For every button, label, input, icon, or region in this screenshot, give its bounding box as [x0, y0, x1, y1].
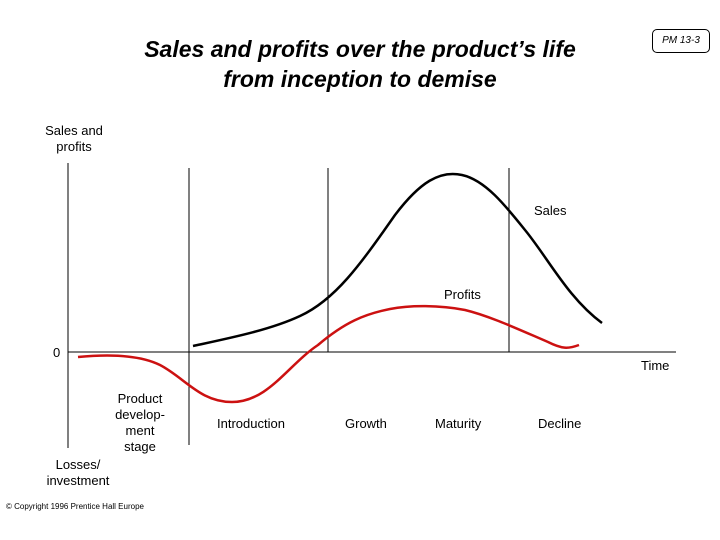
title-line-1: Sales and profits over the product’s lif…	[144, 36, 576, 62]
stage-pd-line3: ment	[125, 423, 155, 438]
y-axis-label-top: Sales and profits	[34, 123, 114, 155]
stage-pd-line1: Product	[117, 391, 163, 406]
y-axis-label-bottom-line1: Losses/	[55, 457, 101, 472]
zero-label: 0	[53, 345, 61, 360]
stage-label-growth: Growth	[345, 416, 387, 431]
stage-label-maturity: Maturity	[435, 416, 482, 431]
y-axis-label-bottom-line2: investment	[46, 473, 110, 488]
stage-label-product-development: Product develop- ment stage	[100, 391, 180, 455]
sales-curve	[192, 172, 603, 348]
stage-pd-line4: stage	[124, 439, 156, 454]
copyright-notice: © Copyright 1996 Prentice Hall Europe	[6, 502, 144, 511]
stage-pd-line2: develop-	[115, 407, 165, 422]
y-axis-label-top-line1: Sales and	[45, 123, 103, 138]
sales-curve-label: Sales	[534, 203, 567, 218]
profits-curve-label: Profits	[444, 287, 481, 302]
time-axis-label: Time	[641, 358, 670, 373]
title-line-2: from inception to demise	[223, 66, 497, 92]
slide-number-badge: PM 13-3	[652, 29, 710, 53]
y-axis-label-bottom: Losses/ investment	[36, 457, 120, 489]
y-axis-label-top-line2: profits	[56, 139, 92, 154]
stage-label-introduction: Introduction	[217, 416, 285, 431]
page-title: Sales and profits over the product’s lif…	[0, 34, 720, 94]
stage-label-decline: Decline	[538, 416, 582, 431]
profits-curve	[77, 304, 580, 404]
